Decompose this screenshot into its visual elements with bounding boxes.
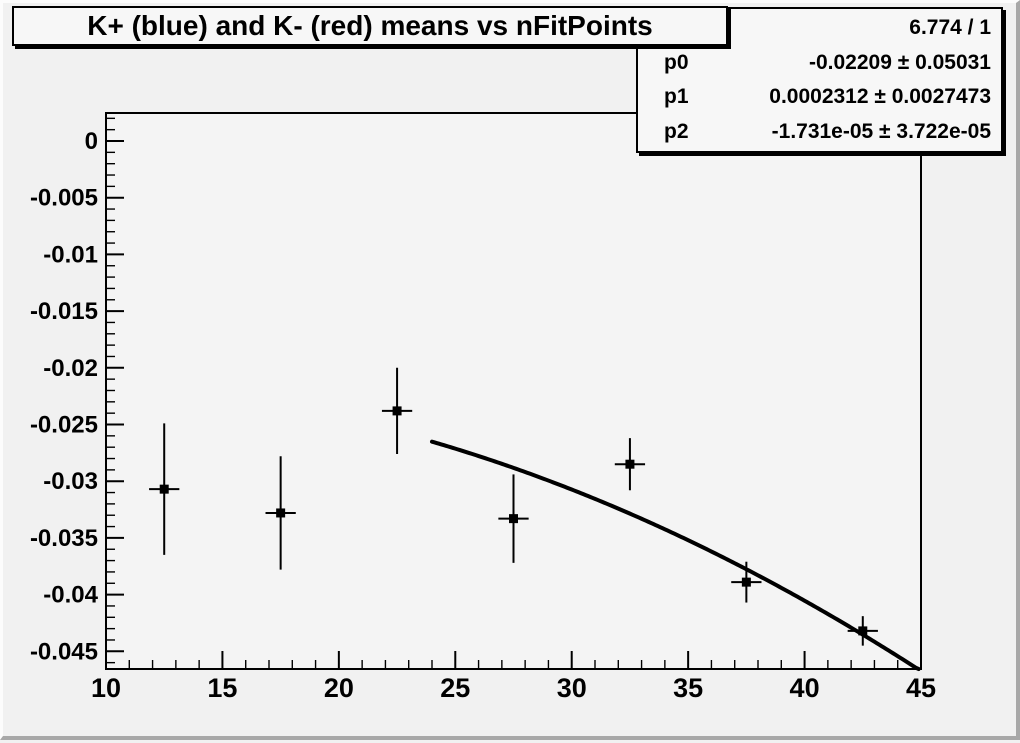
x-axis-tick-label: 25 (440, 673, 470, 703)
y-axis-tick-label: -0.02 (43, 355, 98, 382)
param-value: -0.02209 ± 0.05031 (808, 50, 991, 74)
data-point-marker (509, 514, 518, 524)
y-axis-tick-label: 0 (85, 128, 98, 155)
plot-area: 10 15 20 25 30 35 40 45 0 -0.005 -0.01 -0.015 -0.02 -… (30, 112, 936, 703)
param-name: p1 (664, 85, 689, 109)
y-axis-tick-label: -0.04 (43, 582, 98, 609)
x-axis-tick-label: 10 (91, 673, 121, 703)
param-name: p0 (664, 50, 689, 74)
x-axis-tick-label: 15 (207, 673, 237, 703)
x-axis-tick-label: 40 (790, 673, 820, 703)
plot-frame (105, 112, 922, 670)
y-axis-tick-label: -0.025 (30, 412, 98, 439)
param-value: -1.731e-05 ± 3.722e-05 (771, 119, 991, 143)
y-axis-tick-label: -0.01 (43, 241, 98, 268)
plot-title: K+ (blue) and K- (red) means vs nFitPoin… (87, 10, 653, 41)
data-point-marker (858, 626, 868, 636)
param-value: 0.0002312 ± 0.0027473 (769, 85, 991, 109)
stats-row-p1: p1 0.0002312 ± 0.0027473 (638, 80, 1001, 114)
y-axis-tick-label: -0.03 (43, 468, 98, 495)
stats-row-p0: p0 -0.02209 ± 0.05031 (638, 46, 1001, 80)
x-axis-tick-label: 20 (324, 673, 354, 703)
data-point-marker (741, 577, 751, 587)
y-axis-tick-label: -0.005 (30, 185, 98, 212)
chi2-value: 6.774 / 1 (909, 16, 991, 40)
data-point-marker (276, 508, 286, 518)
x-axis-tick-label: 45 (906, 673, 936, 703)
stats-row-p2: p2 -1.731e-05 ± 3.722e-05 (638, 115, 1001, 149)
y-axis-tick-label: -0.045 (30, 638, 98, 665)
fit-curve (430, 439, 921, 671)
x-axis-tick-label: 35 (673, 673, 703, 703)
data-point-marker (392, 406, 402, 416)
y-axis-tick-label: -0.035 (30, 525, 98, 552)
title-box: K+ (blue) and K- (red) means vs nFitPoin… (12, 6, 728, 46)
data-point-marker (159, 484, 169, 494)
data-point-marker (625, 459, 635, 469)
param-name: p2 (664, 119, 689, 143)
y-axis-tick-label: -0.015 (30, 298, 98, 325)
stats-box: 6.774 / 1 p0 -0.02209 ± 0.05031 p1 0.000… (636, 7, 1003, 153)
x-axis-tick-label: 30 (557, 673, 587, 703)
stats-row-chi2: 6.774 / 1 (638, 11, 1001, 45)
